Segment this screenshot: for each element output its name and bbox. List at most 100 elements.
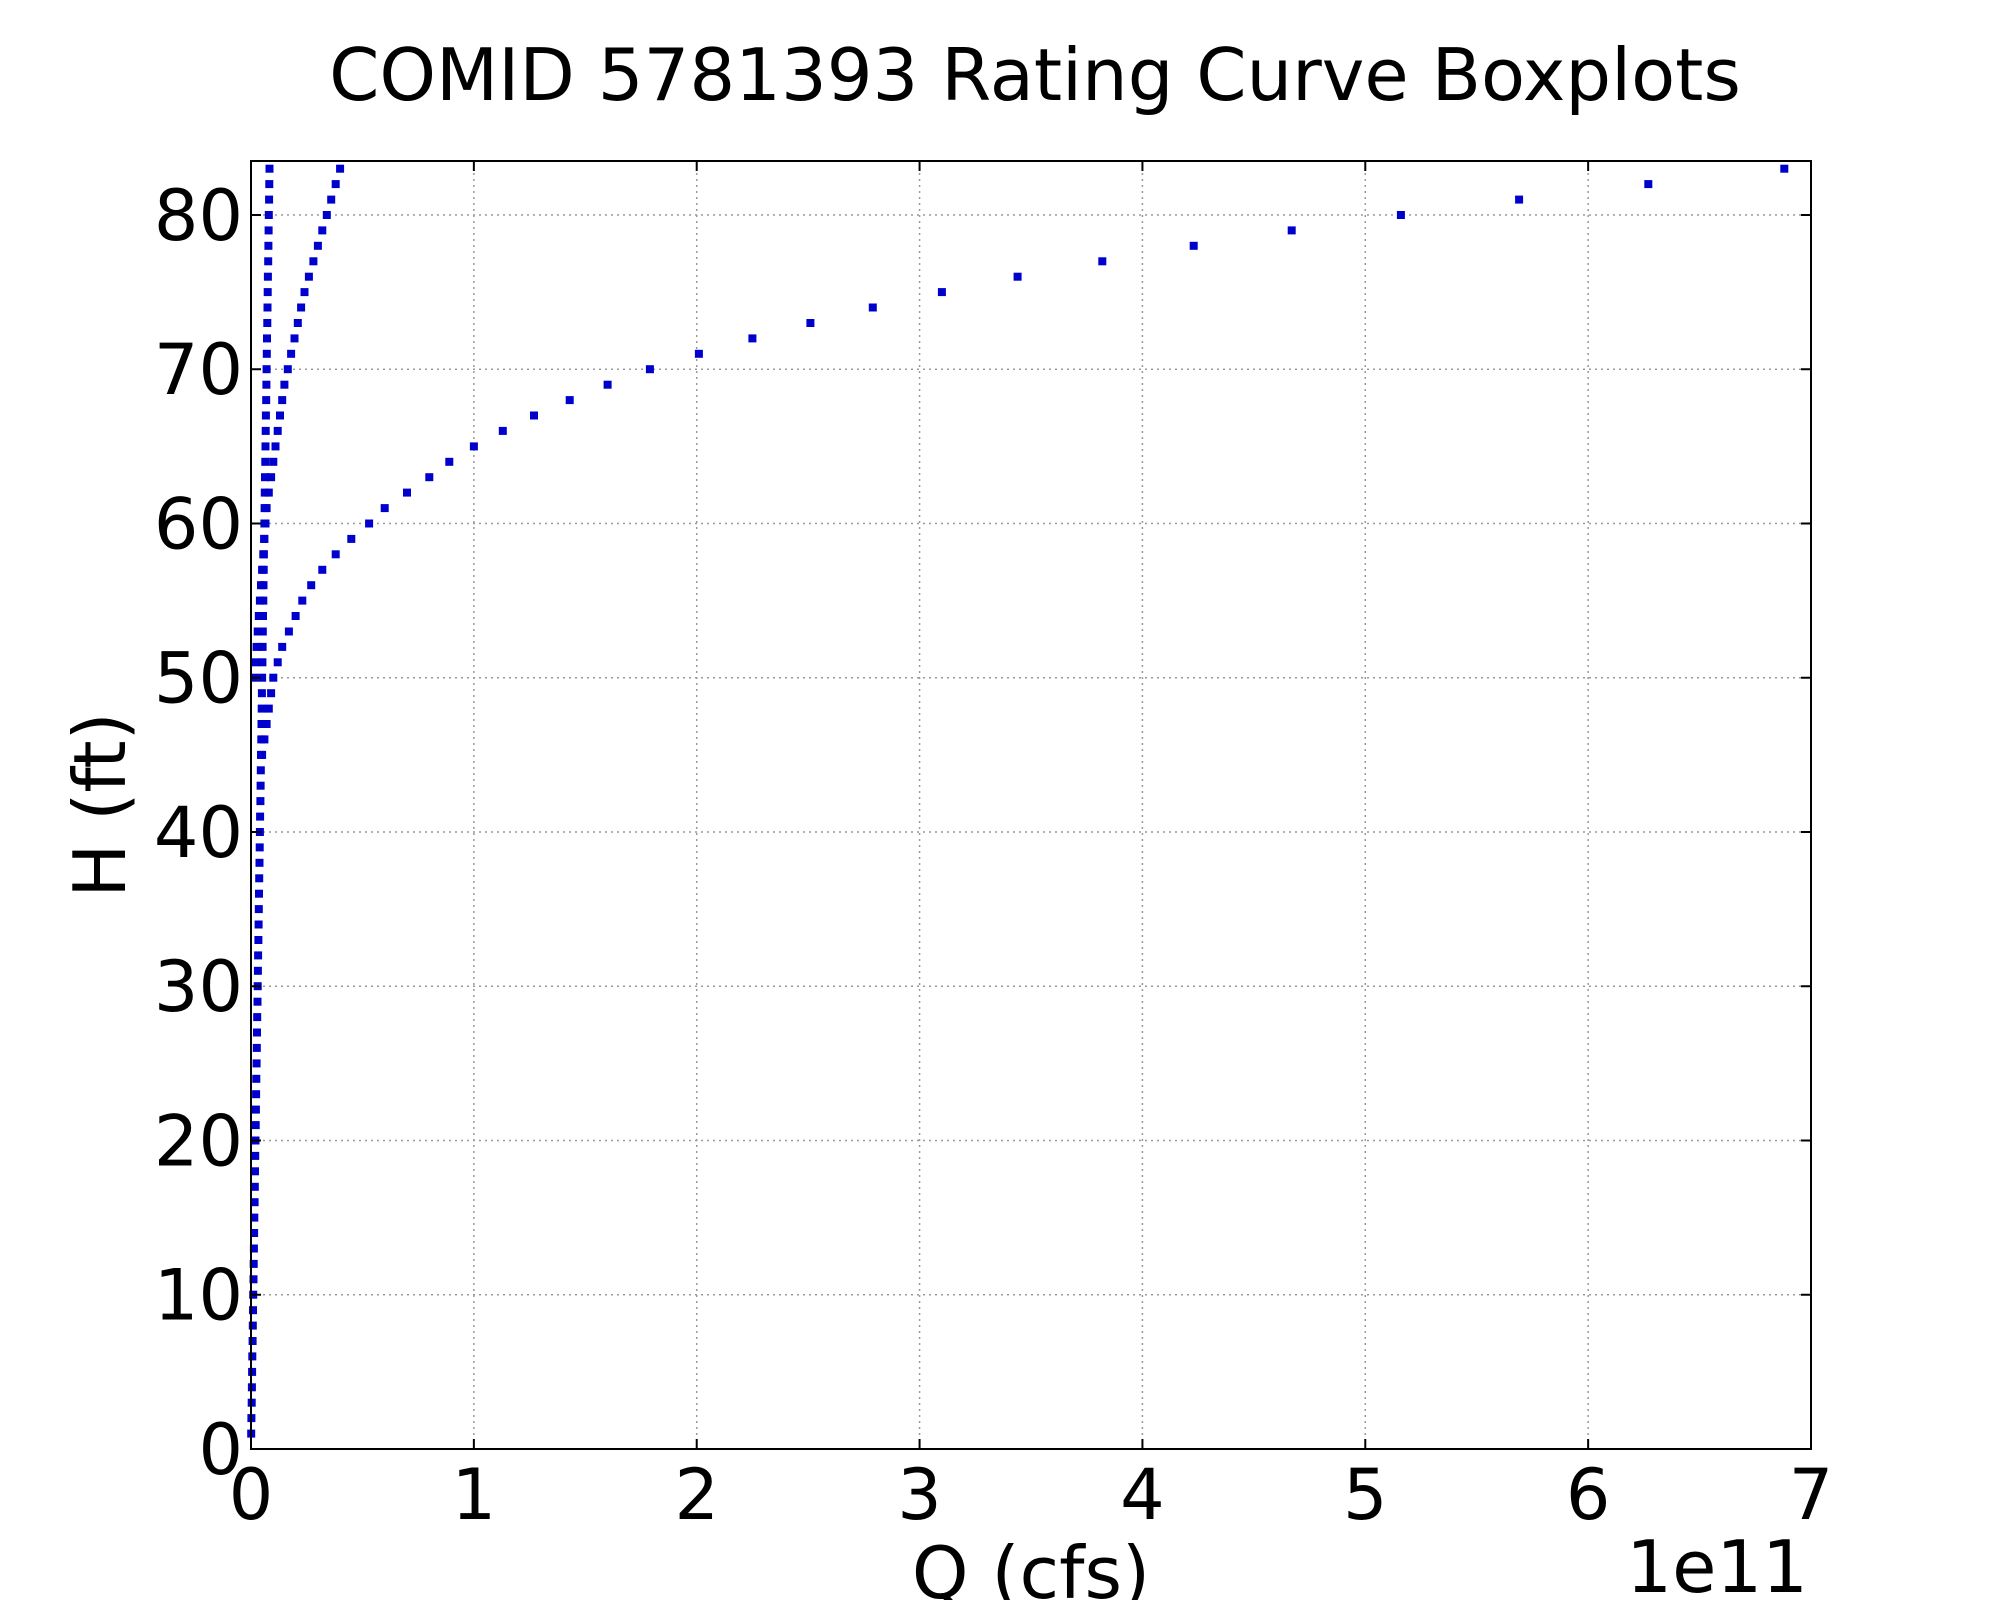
data-point-series-1: [264, 241, 273, 250]
x-tick-label: 0: [229, 1454, 274, 1536]
data-point-series-1: [250, 1213, 259, 1222]
y-tick-label: 50: [154, 638, 243, 720]
data-point-series-1: [262, 365, 271, 374]
data-point-series-2: [255, 596, 264, 605]
data-point-series-2: [264, 488, 273, 497]
data-point-series-1: [248, 1367, 257, 1376]
data-point-series-3: [331, 550, 340, 559]
data-point-series-1: [257, 720, 266, 728]
data-point-series-1: [259, 612, 267, 620]
data-point-series-1: [251, 1105, 260, 1114]
data-point-series-2: [258, 565, 267, 574]
data-point-series-1: [249, 1275, 258, 1284]
data-point-series-3: [269, 673, 278, 682]
data-point-series-1: [253, 1013, 262, 1022]
x-axis-label: Q (cfs): [912, 1531, 1150, 1600]
data-point-series-1: [256, 781, 265, 790]
data-point-series-2: [253, 627, 262, 636]
data-point-series-3: [1780, 164, 1789, 173]
data-point-series-1: [258, 642, 267, 651]
data-points: [247, 164, 1789, 1438]
data-point-series-1: [252, 1059, 261, 1068]
y-tick-label: 10: [154, 1255, 243, 1337]
data-point-series-1: [254, 951, 263, 960]
data-point-series-2: [262, 504, 271, 513]
data-point-series-1: [261, 457, 270, 466]
data-point-series-3: [565, 396, 574, 405]
data-point-series-1: [263, 334, 271, 343]
data-point-series-3: [937, 288, 946, 297]
data-point-series-1: [248, 1337, 257, 1345]
data-point-series-1: [254, 936, 263, 944]
data-point-series-2: [251, 658, 260, 667]
data-point-series-1: [265, 164, 274, 173]
data-point-series-1: [264, 211, 273, 219]
data-point-series-2: [252, 642, 261, 651]
data-point-series-1: [255, 843, 264, 852]
data-point-series-2: [273, 426, 282, 435]
data-point-series-1: [251, 1121, 260, 1130]
data-point-series-3: [1515, 195, 1524, 204]
data-point-series-3: [1013, 272, 1022, 281]
data-point-series-1: [253, 997, 262, 1006]
data-point-series-2: [261, 519, 270, 528]
data-point-series-3: [469, 442, 478, 451]
data-point-series-2: [300, 288, 309, 297]
x-tick-label: 5: [1343, 1454, 1388, 1536]
data-point-series-1: [262, 349, 271, 358]
data-point-series-1: [250, 1182, 259, 1191]
data-point-series-1: [257, 704, 266, 713]
data-point-series-2: [293, 319, 302, 327]
axis-ticks: [250, 161, 1812, 1450]
data-point-series-3: [258, 750, 267, 759]
y-axis-label: H (ft): [58, 712, 142, 898]
data-point-series-2: [267, 473, 276, 482]
data-point-series-2: [269, 457, 278, 466]
x-tick-label: 6: [1566, 1454, 1611, 1536]
data-point-series-2: [318, 226, 327, 235]
data-point-series-1: [258, 658, 267, 667]
data-point-series-1: [261, 411, 270, 420]
data-point-series-3: [307, 581, 316, 590]
data-point-series-2: [309, 257, 318, 266]
plot-frame: [250, 160, 1812, 1450]
data-point-series-3: [403, 488, 411, 497]
data-point-series-2: [304, 272, 313, 281]
data-point-series-2: [283, 365, 292, 374]
data-point-series-3: [748, 334, 757, 343]
grid: [251, 161, 1811, 1449]
data-point-series-2: [259, 550, 268, 559]
data-point-series-1: [261, 426, 270, 435]
data-point-series-3: [365, 519, 374, 528]
y-tick-labels: 0 10 20 30 40 50 60 70 80: [154, 175, 243, 1491]
data-point-series-2: [278, 396, 287, 405]
data-point-series-1: [264, 226, 273, 235]
data-point-series-3: [806, 319, 815, 327]
data-point-series-2: [280, 380, 289, 389]
data-point-series-3: [1287, 226, 1296, 235]
data-point-series-3: [267, 689, 276, 698]
data-point-series-1: [253, 1028, 261, 1037]
data-point-series-1: [255, 889, 263, 898]
data-point-series-2: [313, 241, 322, 250]
data-point-series-3: [318, 565, 327, 574]
data-point-series-1: [256, 812, 265, 821]
data-point-series-1: [262, 380, 271, 389]
data-point-series-1: [263, 272, 272, 281]
data-point-series-1: [254, 905, 263, 914]
data-point-series-2: [276, 411, 284, 420]
data-point-series-1: [264, 257, 273, 266]
data-point-series-1: [250, 1198, 259, 1207]
data-point-series-3: [380, 504, 389, 513]
chart-title: COMID 5781393 Rating Curve Boxplots: [329, 33, 1741, 117]
data-point-series-1: [261, 473, 269, 482]
x-tick-label: 2: [674, 1454, 719, 1536]
data-point-series-3: [347, 534, 356, 543]
data-point-series-3: [1189, 241, 1198, 250]
data-point-series-3: [262, 720, 271, 728]
data-point-series-3: [1098, 257, 1107, 266]
data-point-series-3: [1396, 211, 1405, 219]
data-point-series-1: [261, 442, 270, 451]
data-point-series-3: [278, 642, 287, 651]
